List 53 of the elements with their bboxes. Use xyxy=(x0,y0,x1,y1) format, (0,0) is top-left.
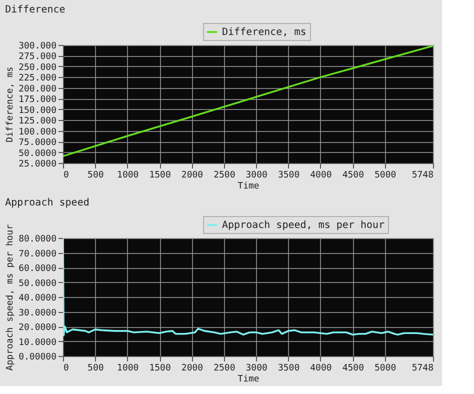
y-tick-label: 50.0000 xyxy=(18,148,56,159)
y-tick-label: 10.0000 xyxy=(18,338,56,348)
y-tick-label: 300.000 xyxy=(18,42,56,52)
x-tick-label: 3000 xyxy=(246,364,268,374)
x-tick-label: 5000 xyxy=(374,170,396,180)
y-axis-title: Difference, ms xyxy=(6,66,16,142)
y-tick-label: 50.0000 xyxy=(18,278,56,289)
x-tick-label: 5000 xyxy=(374,364,396,374)
x-tick-label: 4500 xyxy=(342,170,364,180)
y-tick-label: 80.0000 xyxy=(18,234,56,244)
x-tick-label: 2500 xyxy=(214,170,236,180)
y-tick-label: 60.0000 xyxy=(18,264,56,274)
x-axis-title: Time xyxy=(238,374,260,384)
y-tick-label: 275.000 xyxy=(18,52,56,62)
x-tick-label: 1500 xyxy=(149,364,171,374)
chart-title: Difference xyxy=(5,4,66,16)
x-tick-label: 3500 xyxy=(278,364,300,374)
x-tick-label: 1000 xyxy=(117,170,139,180)
y-tick-label: 225.000 xyxy=(18,74,56,84)
x-tick-label: 1500 xyxy=(149,170,171,180)
y-tick-label: 20.0000 xyxy=(18,323,56,333)
x-tick-label: 0 xyxy=(64,364,69,374)
x-tick-label: 5748 xyxy=(412,170,434,180)
legend-label: Approach speed, ms per hour xyxy=(222,220,385,231)
y-tick-label: 200.000 xyxy=(18,84,56,94)
x-tick-label: 500 xyxy=(88,170,104,180)
x-tick-label: 4000 xyxy=(310,364,332,374)
y-tick-label: 40.0000 xyxy=(18,294,56,304)
x-tick-label: 1000 xyxy=(117,364,139,374)
x-tick-label: 0 xyxy=(64,170,69,180)
x-tick-label: 4000 xyxy=(310,170,332,180)
y-tick-label: 175.000 xyxy=(18,95,56,106)
y-tick-label: 250.000 xyxy=(18,62,56,73)
chart-title: Approach speed xyxy=(5,198,90,208)
y-tick-label: 100.000 xyxy=(18,127,56,138)
y-tick-label: 75.0000 xyxy=(18,138,56,148)
x-tick-label: 2000 xyxy=(181,364,204,374)
x-tick-label: 3000 xyxy=(246,170,268,180)
y-tick-label: 25.0000 xyxy=(18,160,56,170)
x-tick-label: 500 xyxy=(88,364,104,374)
y-axis-title: Approach speed, ms per hour xyxy=(6,224,16,371)
x-tick-label: 4500 xyxy=(342,364,364,374)
x-tick-label: 3500 xyxy=(278,170,300,180)
x-axis-title: Time xyxy=(238,182,260,192)
y-tick-label: 70.0000 xyxy=(18,249,56,260)
y-tick-label: 0.00000 xyxy=(18,352,56,362)
x-tick-label: 2500 xyxy=(214,364,236,374)
y-tick-label: 150.000 xyxy=(18,106,56,116)
x-tick-label: 5748 xyxy=(412,364,434,374)
y-tick-label: 30.0000 xyxy=(18,308,56,318)
legend-label: Difference, ms xyxy=(222,27,306,38)
y-tick-label: 125.000 xyxy=(18,116,56,127)
x-tick-label: 2000 xyxy=(181,170,204,180)
